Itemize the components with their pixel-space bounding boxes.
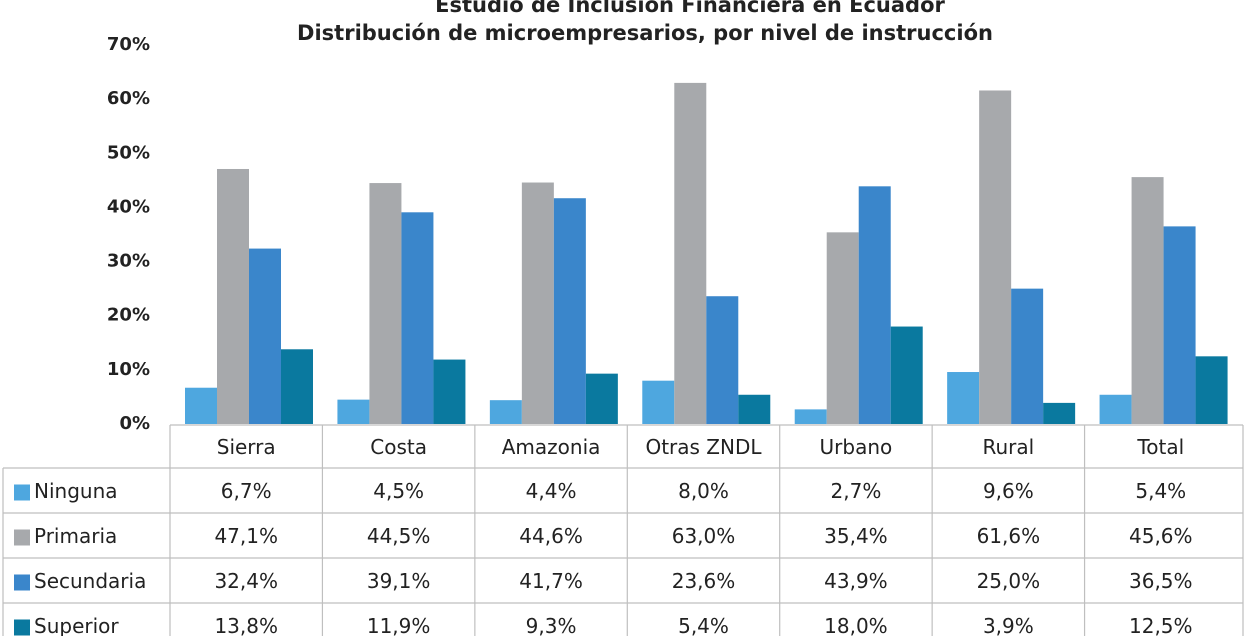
bar bbox=[337, 399, 370, 424]
data-label: 36,5% bbox=[1129, 569, 1193, 593]
x-tick-label: Total bbox=[1136, 435, 1184, 459]
bar bbox=[489, 400, 522, 424]
bar bbox=[585, 373, 618, 424]
bar bbox=[249, 248, 281, 424]
y-tick-label: 50% bbox=[107, 142, 150, 163]
legend-label: Secundaria bbox=[34, 569, 146, 593]
data-label: 4,5% bbox=[373, 479, 424, 503]
bar bbox=[1131, 177, 1164, 424]
bar bbox=[185, 387, 217, 424]
bar bbox=[794, 409, 827, 424]
legend-label: Primaria bbox=[34, 524, 117, 548]
data-label: 5,4% bbox=[678, 614, 729, 636]
bar bbox=[217, 168, 249, 424]
x-tick-label: Sierra bbox=[217, 435, 276, 459]
data-label: 32,4% bbox=[214, 569, 278, 593]
data-label: 25,0% bbox=[977, 569, 1041, 593]
data-label: 61,6% bbox=[977, 524, 1041, 548]
data-label: 4,4% bbox=[526, 479, 577, 503]
data-label: 8,0% bbox=[678, 479, 729, 503]
y-tick-label: 10% bbox=[107, 359, 150, 380]
bar bbox=[1099, 394, 1132, 424]
y-tick-label: 0% bbox=[119, 413, 150, 434]
data-label: 44,5% bbox=[367, 524, 431, 548]
bar bbox=[1195, 356, 1228, 424]
chart-title: Estudio de Inclusión Financiera en Ecuad… bbox=[435, 0, 945, 17]
chart-subtitle: Distribución de microempresarios, por ni… bbox=[297, 21, 993, 45]
x-tick-label: Amazonia bbox=[502, 435, 601, 459]
data-label: 47,1% bbox=[214, 524, 278, 548]
legend-swatch bbox=[14, 529, 30, 546]
data-label: 35,4% bbox=[824, 524, 888, 548]
bar bbox=[281, 349, 313, 424]
x-tick-label: Rural bbox=[982, 435, 1034, 459]
data-label: 39,1% bbox=[367, 569, 431, 593]
legend-swatch bbox=[14, 484, 30, 501]
data-label: 3,9% bbox=[983, 614, 1034, 636]
bar bbox=[826, 232, 859, 424]
data-label: 13,8% bbox=[214, 614, 278, 636]
data-label: 41,7% bbox=[519, 569, 583, 593]
data-label: 18,0% bbox=[824, 614, 888, 636]
x-tick-label: Otras ZNDL bbox=[645, 435, 762, 459]
data-label: 63,0% bbox=[672, 524, 736, 548]
bar bbox=[1043, 402, 1076, 424]
legend-swatch bbox=[14, 619, 30, 636]
bar bbox=[738, 394, 771, 424]
y-tick-label: 20% bbox=[107, 305, 150, 326]
bar bbox=[858, 186, 891, 424]
bar bbox=[1163, 226, 1196, 424]
data-label: 5,4% bbox=[1135, 479, 1186, 503]
data-label: 9,3% bbox=[526, 614, 577, 636]
bar bbox=[674, 82, 707, 425]
bar bbox=[979, 90, 1012, 424]
bar bbox=[706, 296, 739, 424]
bar bbox=[553, 198, 586, 424]
data-label: 43,9% bbox=[824, 569, 888, 593]
y-tick-label: 70% bbox=[107, 34, 150, 55]
x-tick-label: Costa bbox=[370, 435, 427, 459]
legend-swatch bbox=[14, 574, 30, 591]
data-label: 2,7% bbox=[831, 479, 882, 503]
data-label: 44,6% bbox=[519, 524, 583, 548]
legend-label: Superior bbox=[34, 614, 119, 636]
data-label: 9,6% bbox=[983, 479, 1034, 503]
bar bbox=[890, 326, 923, 424]
bar bbox=[642, 380, 675, 424]
bar bbox=[521, 182, 554, 424]
bar bbox=[947, 372, 980, 424]
y-tick-label: 40% bbox=[107, 196, 150, 217]
x-tick-label: Urbano bbox=[820, 435, 893, 459]
y-tick-label: 60% bbox=[107, 88, 150, 109]
data-label: 12,5% bbox=[1129, 614, 1193, 636]
data-label: 11,9% bbox=[367, 614, 431, 636]
y-tick-label: 30% bbox=[107, 251, 150, 272]
bar bbox=[1011, 288, 1044, 424]
bar bbox=[433, 359, 466, 424]
bar bbox=[401, 212, 434, 424]
data-label: 23,6% bbox=[672, 569, 736, 593]
legend-label: Ninguna bbox=[34, 479, 118, 503]
data-label: 6,7% bbox=[221, 479, 272, 503]
data-label: 45,6% bbox=[1129, 524, 1193, 548]
bar bbox=[369, 183, 402, 424]
